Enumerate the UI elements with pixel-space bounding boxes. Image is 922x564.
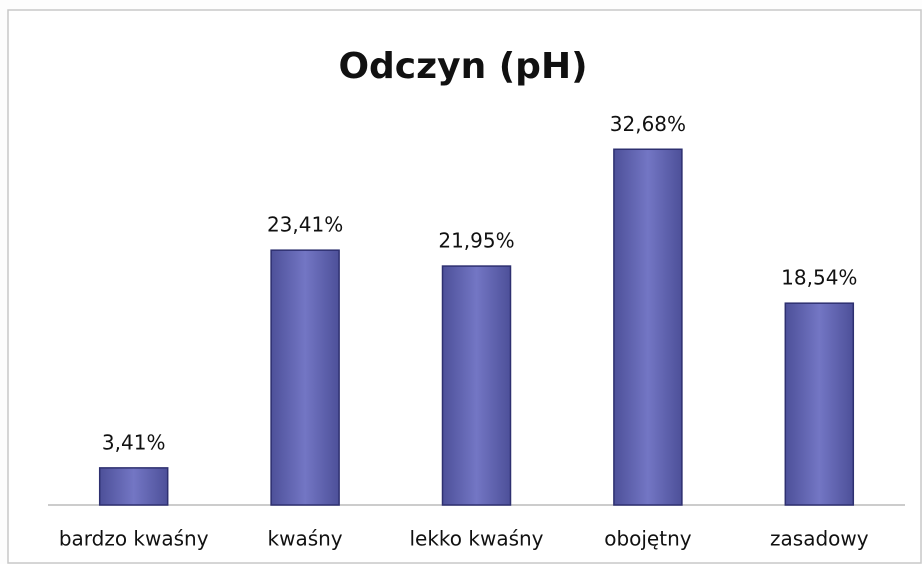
x-tick-label: kwaśny xyxy=(268,527,343,551)
data-label: 21,95% xyxy=(438,229,514,253)
bar xyxy=(613,148,683,506)
bar xyxy=(98,467,169,506)
x-tick-label: lekko kwaśny xyxy=(409,527,543,551)
data-label: 3,41% xyxy=(102,430,166,454)
bar xyxy=(441,265,512,506)
bar xyxy=(784,302,855,506)
data-label: 23,41% xyxy=(267,213,343,237)
data-label: 18,54% xyxy=(781,266,857,290)
x-tick-label: bardzo kwaśny xyxy=(59,527,209,551)
x-tick-label: obojętny xyxy=(604,527,692,551)
data-label: 32,68% xyxy=(610,112,686,136)
chart-title: Odczyn (pH) xyxy=(338,46,587,87)
bar xyxy=(270,249,340,506)
x-tick-label: zasadowy xyxy=(770,527,869,551)
